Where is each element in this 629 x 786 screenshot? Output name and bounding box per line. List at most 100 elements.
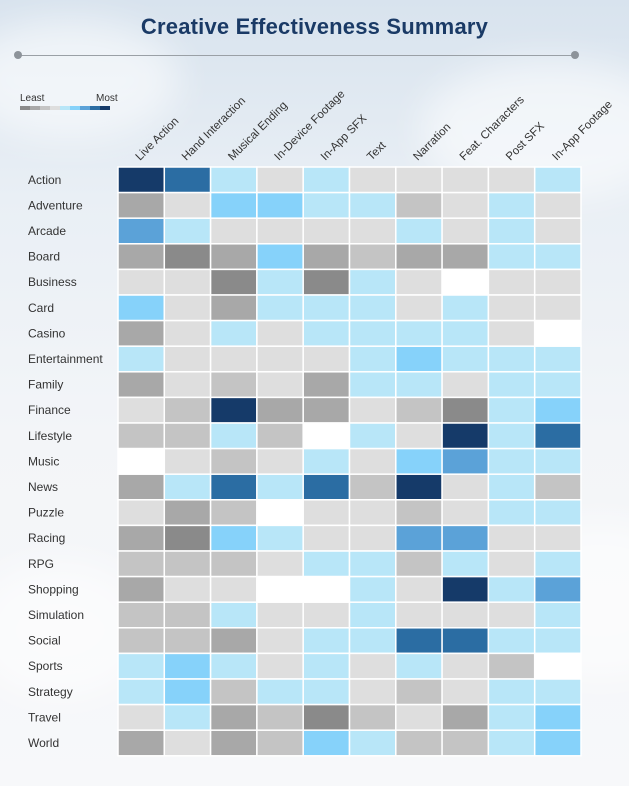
heatmap-cell xyxy=(117,371,166,399)
heatmap-cell xyxy=(163,268,212,296)
heatmap-cell xyxy=(117,166,166,194)
heatmap-cell xyxy=(302,627,351,655)
heatmap-cell xyxy=(256,243,304,271)
heatmap-cell xyxy=(441,294,490,322)
heatmap-cell xyxy=(209,550,258,578)
row-label: Music xyxy=(28,454,59,468)
legend-swatch xyxy=(50,106,60,110)
heatmap-cell xyxy=(441,422,490,450)
heatmap-cell xyxy=(163,422,212,450)
heatmap-cell xyxy=(487,396,536,424)
legend-most-label: Most xyxy=(96,93,118,104)
heatmap-cell xyxy=(209,319,258,347)
legend-swatch xyxy=(100,106,110,110)
heatmap-cell xyxy=(302,268,351,296)
heatmap-cell xyxy=(533,319,582,347)
column-label: Post SFX xyxy=(504,120,547,163)
row-label: World xyxy=(28,736,59,750)
legend-swatch xyxy=(80,106,90,110)
heatmap-cell xyxy=(256,575,304,603)
heatmap-cell xyxy=(302,319,351,347)
heatmap-cell xyxy=(533,678,582,706)
heatmap-cell xyxy=(533,550,582,578)
heatmap-cell xyxy=(302,550,351,578)
heatmap-cell xyxy=(256,601,304,629)
heatmap-cell xyxy=(256,191,304,219)
heatmap-cell xyxy=(209,703,258,731)
heatmap-cell xyxy=(487,166,536,194)
heatmap-cell xyxy=(487,524,536,552)
heatmap-cell xyxy=(348,243,397,271)
heatmap-cell xyxy=(395,217,443,245)
heatmap-cell xyxy=(302,601,351,629)
heatmap-cell xyxy=(441,217,490,245)
heatmap-cell xyxy=(395,294,443,322)
heatmap-cell xyxy=(302,524,351,552)
heatmap-cell xyxy=(395,345,443,373)
heatmap-cell xyxy=(395,268,443,296)
heatmap-cell xyxy=(302,499,351,527)
heatmap-cell xyxy=(302,703,351,731)
heatmap-cell xyxy=(441,345,490,373)
heatmap-cell xyxy=(117,601,166,629)
heatmap-cell xyxy=(256,166,304,194)
chart-title: Creative Effectiveness Summary xyxy=(140,14,489,39)
row-label: Casino xyxy=(28,326,66,340)
row-label: RPG xyxy=(28,557,54,571)
heatmap-cell xyxy=(209,652,258,680)
heatmap-cell xyxy=(441,550,490,578)
heatmap-cell xyxy=(117,447,166,475)
heatmap-cell xyxy=(441,396,490,424)
heatmap-cell xyxy=(533,652,582,680)
row-label: Board xyxy=(28,250,60,264)
heatmap-cell xyxy=(209,729,258,757)
heatmap-cell xyxy=(256,217,304,245)
heatmap-cell xyxy=(395,371,443,399)
heatmap-cell xyxy=(348,499,397,527)
heatmap-cell xyxy=(163,703,212,731)
heatmap-cell xyxy=(209,601,258,629)
heatmap-cell xyxy=(163,166,212,194)
heatmap-cell xyxy=(209,422,258,450)
heatmap-cell xyxy=(348,575,397,603)
heatmap-cell xyxy=(302,396,351,424)
heatmap-cell xyxy=(209,575,258,603)
heatmap-cell xyxy=(209,191,258,219)
heatmap-cell xyxy=(348,627,397,655)
heatmap-cell xyxy=(117,422,166,450)
heatmap-cell xyxy=(533,729,582,757)
heatmap-cell xyxy=(302,473,351,501)
heatmap-cell xyxy=(533,524,582,552)
heatmap-cell xyxy=(441,268,490,296)
heatmap-cell xyxy=(163,473,212,501)
legend-swatch xyxy=(40,106,50,110)
heatmap-cell xyxy=(487,652,536,680)
heatmap-cell xyxy=(209,371,258,399)
heatmap-cell xyxy=(533,499,582,527)
heatmap-cell xyxy=(117,499,166,527)
heatmap-cell xyxy=(117,678,166,706)
heatmap-cell xyxy=(117,191,166,219)
heatmap-cell xyxy=(117,268,166,296)
heatmap-cell xyxy=(163,396,212,424)
heatmap-cell xyxy=(441,678,490,706)
heatmap-cell xyxy=(533,447,582,475)
legend-swatch xyxy=(60,106,70,110)
heatmap-cell xyxy=(395,396,443,424)
heatmap-cell xyxy=(487,217,536,245)
heatmap-cell xyxy=(302,294,351,322)
column-label: Live Action xyxy=(134,115,182,163)
heatmap-cell xyxy=(209,268,258,296)
heatmap-cell xyxy=(163,319,212,347)
heatmap-cell xyxy=(533,345,582,373)
heatmap-cell xyxy=(117,729,166,757)
heatmap-cell xyxy=(163,524,212,552)
legend-swatch xyxy=(70,106,80,110)
legend-swatch xyxy=(90,106,100,110)
heatmap-cell xyxy=(209,678,258,706)
heatmap-cell xyxy=(348,652,397,680)
heatmap-cell xyxy=(441,371,490,399)
divider-left-dot xyxy=(14,51,22,59)
heatmap-cell xyxy=(256,499,304,527)
heatmap-cell xyxy=(487,243,536,271)
